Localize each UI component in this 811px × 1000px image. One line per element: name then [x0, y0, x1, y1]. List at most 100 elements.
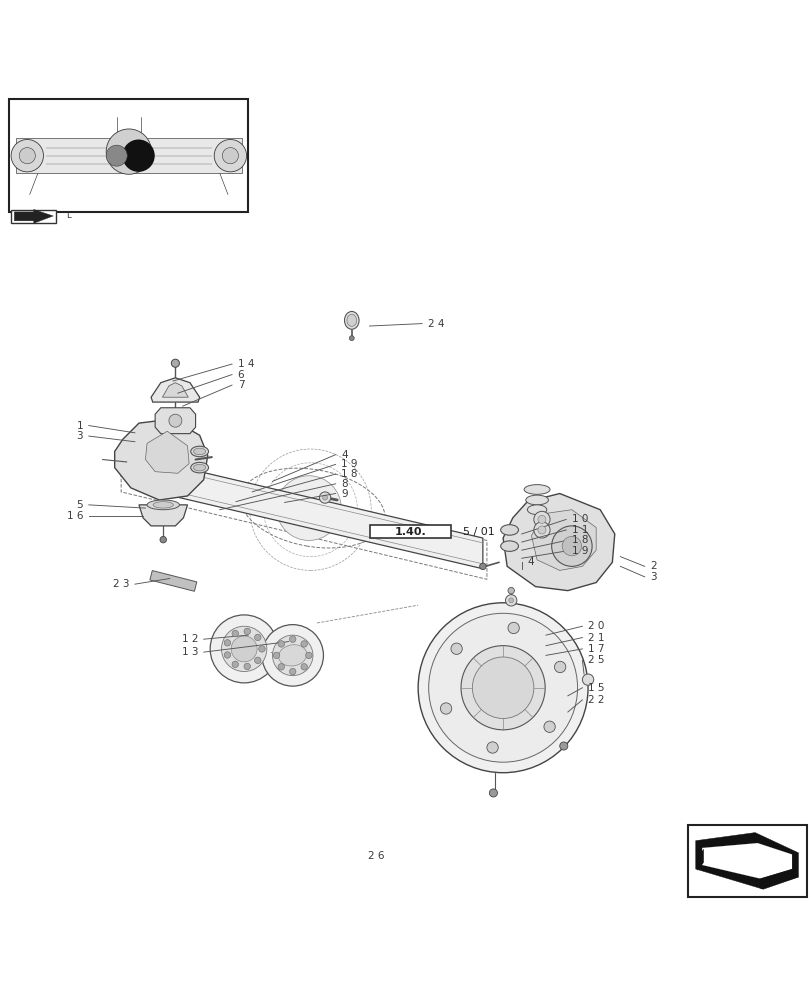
Circle shape — [289, 636, 295, 642]
Polygon shape — [758, 869, 797, 889]
Polygon shape — [114, 419, 208, 500]
Text: 1 6: 1 6 — [67, 511, 83, 521]
Circle shape — [505, 595, 517, 606]
Ellipse shape — [278, 645, 307, 666]
Text: 1 5: 1 5 — [587, 683, 604, 693]
Ellipse shape — [524, 485, 549, 494]
Circle shape — [231, 636, 257, 662]
Circle shape — [551, 526, 591, 566]
Circle shape — [244, 628, 250, 635]
Ellipse shape — [191, 462, 208, 473]
Circle shape — [214, 139, 247, 172]
Polygon shape — [139, 505, 187, 526]
Text: 1 9: 1 9 — [341, 459, 358, 469]
Text: 8: 8 — [341, 479, 347, 489]
Circle shape — [301, 664, 307, 670]
Circle shape — [554, 661, 565, 673]
Polygon shape — [695, 833, 797, 889]
Text: 1 4: 1 4 — [238, 359, 254, 369]
Circle shape — [508, 622, 519, 634]
Text: 1 8: 1 8 — [341, 469, 358, 479]
Text: 1 8: 1 8 — [571, 535, 588, 545]
Text: 1 3: 1 3 — [182, 647, 198, 657]
Circle shape — [232, 630, 238, 637]
Circle shape — [479, 563, 486, 570]
Text: L: L — [66, 211, 71, 220]
Circle shape — [322, 495, 327, 500]
Ellipse shape — [153, 502, 173, 508]
Polygon shape — [150, 571, 196, 591]
Ellipse shape — [525, 495, 547, 505]
Circle shape — [533, 511, 549, 528]
Circle shape — [210, 615, 278, 683]
Polygon shape — [530, 510, 595, 570]
Circle shape — [537, 526, 545, 534]
Ellipse shape — [147, 500, 179, 510]
Polygon shape — [151, 378, 200, 402]
Text: 6: 6 — [238, 370, 244, 380]
Ellipse shape — [344, 311, 358, 329]
Circle shape — [305, 652, 311, 659]
Circle shape — [581, 674, 593, 685]
Text: 5: 5 — [76, 500, 83, 510]
Circle shape — [19, 148, 36, 164]
Text: 2 3: 2 3 — [113, 579, 129, 589]
Ellipse shape — [526, 505, 546, 515]
Circle shape — [450, 643, 461, 654]
Text: 5 / 01: 5 / 01 — [463, 527, 495, 537]
Circle shape — [224, 652, 230, 658]
Polygon shape — [15, 209, 53, 223]
Circle shape — [224, 640, 230, 646]
Text: 1 1: 1 1 — [571, 525, 588, 535]
Text: 3: 3 — [76, 431, 83, 441]
Ellipse shape — [193, 448, 205, 455]
Circle shape — [106, 145, 127, 166]
Text: 1.40.: 1.40. — [394, 527, 426, 537]
Circle shape — [428, 613, 577, 762]
Circle shape — [273, 652, 280, 659]
Circle shape — [301, 641, 307, 647]
Circle shape — [244, 663, 250, 670]
Text: 1 2: 1 2 — [182, 634, 198, 644]
Bar — [369, 525, 451, 538]
Circle shape — [418, 603, 587, 773]
Text: 2: 2 — [650, 561, 656, 571]
Circle shape — [319, 492, 330, 503]
Ellipse shape — [500, 541, 518, 551]
Text: 9: 9 — [341, 489, 347, 499]
Circle shape — [254, 634, 260, 641]
Ellipse shape — [346, 314, 356, 326]
Polygon shape — [145, 431, 189, 473]
Circle shape — [533, 522, 549, 538]
Text: 2 5: 2 5 — [587, 655, 604, 665]
Polygon shape — [162, 383, 188, 397]
Circle shape — [232, 661, 238, 668]
Circle shape — [472, 657, 533, 718]
Polygon shape — [697, 849, 703, 871]
Polygon shape — [155, 461, 483, 569]
Text: 4: 4 — [341, 450, 347, 460]
Circle shape — [122, 139, 155, 172]
Circle shape — [489, 789, 497, 797]
Text: 4: 4 — [526, 557, 534, 567]
Text: 2 4: 2 4 — [427, 319, 444, 329]
Circle shape — [11, 139, 44, 172]
Circle shape — [171, 359, 179, 367]
Circle shape — [277, 641, 284, 647]
Polygon shape — [155, 408, 195, 434]
Bar — [11, 210, 56, 223]
Circle shape — [262, 625, 323, 686]
Circle shape — [508, 598, 513, 603]
Circle shape — [106, 129, 152, 174]
Circle shape — [259, 646, 265, 652]
Circle shape — [543, 721, 555, 732]
Text: 7: 7 — [238, 380, 244, 390]
Bar — [687, 825, 805, 897]
Bar — [16, 138, 242, 173]
Text: 2 6: 2 6 — [367, 851, 384, 861]
Text: 1: 1 — [76, 421, 83, 431]
Text: 2 1: 2 1 — [587, 633, 604, 643]
Circle shape — [487, 742, 498, 753]
Circle shape — [254, 657, 260, 664]
Ellipse shape — [191, 446, 208, 457]
